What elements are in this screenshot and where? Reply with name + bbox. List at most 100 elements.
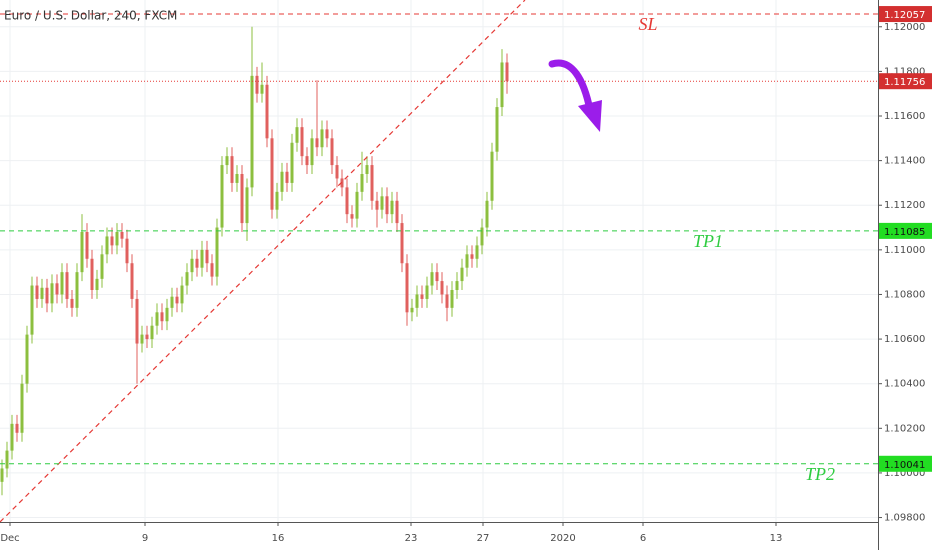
candle-body	[270, 138, 274, 210]
candle-body	[135, 298, 139, 344]
candle-body	[120, 232, 124, 239]
candle-body	[100, 254, 104, 279]
price-tag	[879, 455, 932, 472]
candle-body	[45, 287, 49, 304]
candle-body	[280, 171, 284, 192]
candle-body	[25, 334, 29, 384]
candle-body	[10, 423, 14, 451]
price-tag-label: 1.11756	[884, 77, 925, 88]
candle-body	[20, 383, 24, 433]
candle-body	[335, 165, 339, 179]
candle-body	[200, 249, 204, 268]
candle-body	[365, 165, 369, 174]
y-tick-label: 1.11400	[884, 156, 925, 167]
arrow-head	[578, 100, 602, 132]
candle-body	[395, 200, 399, 224]
candle-body	[390, 200, 394, 215]
x-tick-label: 23	[405, 533, 418, 544]
price-tag	[879, 222, 932, 239]
x-tick-label: 13	[770, 533, 783, 544]
candle-body	[150, 325, 154, 340]
candle-body	[80, 232, 84, 273]
candle-body	[60, 272, 64, 295]
candle-body	[490, 151, 494, 201]
candle-body	[290, 142, 294, 183]
candle-body	[115, 232, 119, 246]
candle-body	[15, 423, 19, 433]
candle-body	[5, 450, 9, 469]
candle-body	[380, 196, 384, 210]
candle-body	[225, 156, 229, 166]
candle-body	[400, 223, 404, 264]
candle-body	[330, 138, 334, 166]
candle-body	[445, 294, 449, 308]
candle-body	[340, 178, 344, 188]
candle-body	[305, 156, 309, 166]
candle-body	[190, 258, 194, 273]
candle-body	[175, 296, 179, 304]
candle-body	[435, 272, 439, 282]
y-tick-label: 1.11200	[884, 200, 925, 211]
candle-body	[205, 249, 209, 264]
candle-body	[505, 62, 509, 82]
y-tick-label: 1.12000	[884, 22, 925, 33]
candle-body	[210, 263, 214, 277]
candle-body	[180, 285, 184, 304]
candle-body	[220, 165, 224, 228]
candle-body	[475, 245, 479, 259]
candle-body	[35, 285, 39, 299]
candle-body	[325, 129, 329, 139]
candle-body	[295, 127, 299, 143]
candle-body	[450, 290, 454, 308]
candle-body	[105, 236, 109, 255]
price-tag	[879, 73, 932, 90]
x-tick-label: Dec	[0, 533, 19, 544]
candle-body	[440, 281, 444, 295]
y-tick-label: 1.11000	[884, 245, 925, 256]
price-tag-label: 1.12057	[884, 10, 925, 21]
candle-body	[460, 267, 464, 282]
y-tick-label: 1.11600	[884, 111, 925, 122]
plot: SL TP1 TP2	[0, 0, 878, 523]
candle-body	[170, 296, 174, 308]
candle-body	[155, 312, 159, 326]
y-tick-label: 1.10000	[884, 468, 925, 479]
candle-body	[495, 107, 499, 152]
candle-body	[465, 254, 469, 268]
candle-body	[65, 272, 69, 299]
candle-body	[455, 281, 459, 290]
candle-body	[235, 174, 239, 183]
candle-body	[110, 236, 114, 246]
candle-body	[320, 129, 324, 148]
candle-body	[500, 62, 504, 108]
x-tick-label: 9	[142, 533, 148, 544]
candle-body	[75, 272, 79, 308]
candle-body	[315, 138, 319, 148]
candle-body	[405, 263, 409, 313]
candle-body	[95, 278, 99, 290]
candle-body	[410, 307, 414, 313]
candle-body	[285, 171, 289, 183]
y-tick-label: 1.11800	[884, 66, 925, 77]
candle-body	[250, 75, 254, 188]
candle-body	[55, 283, 59, 295]
x-tick-label: 2020	[550, 533, 575, 544]
candle-body	[40, 287, 44, 299]
candle-body	[385, 196, 389, 215]
level-annotation: TP1	[693, 231, 723, 251]
candle-body	[480, 227, 484, 246]
y-tick-label: 1.10400	[884, 379, 925, 390]
candle-body	[300, 127, 304, 157]
candle-body	[430, 272, 434, 286]
candle-body	[50, 283, 54, 304]
y-tick-label: 1.10200	[884, 423, 925, 434]
candle-body	[90, 258, 94, 290]
price-tag-label: 1.10041	[884, 460, 925, 471]
candle-body	[360, 174, 364, 192]
x-tick-label: 16	[272, 533, 285, 544]
price-tag	[879, 6, 932, 23]
arrow	[548, 59, 594, 114]
candle-body	[245, 187, 249, 224]
